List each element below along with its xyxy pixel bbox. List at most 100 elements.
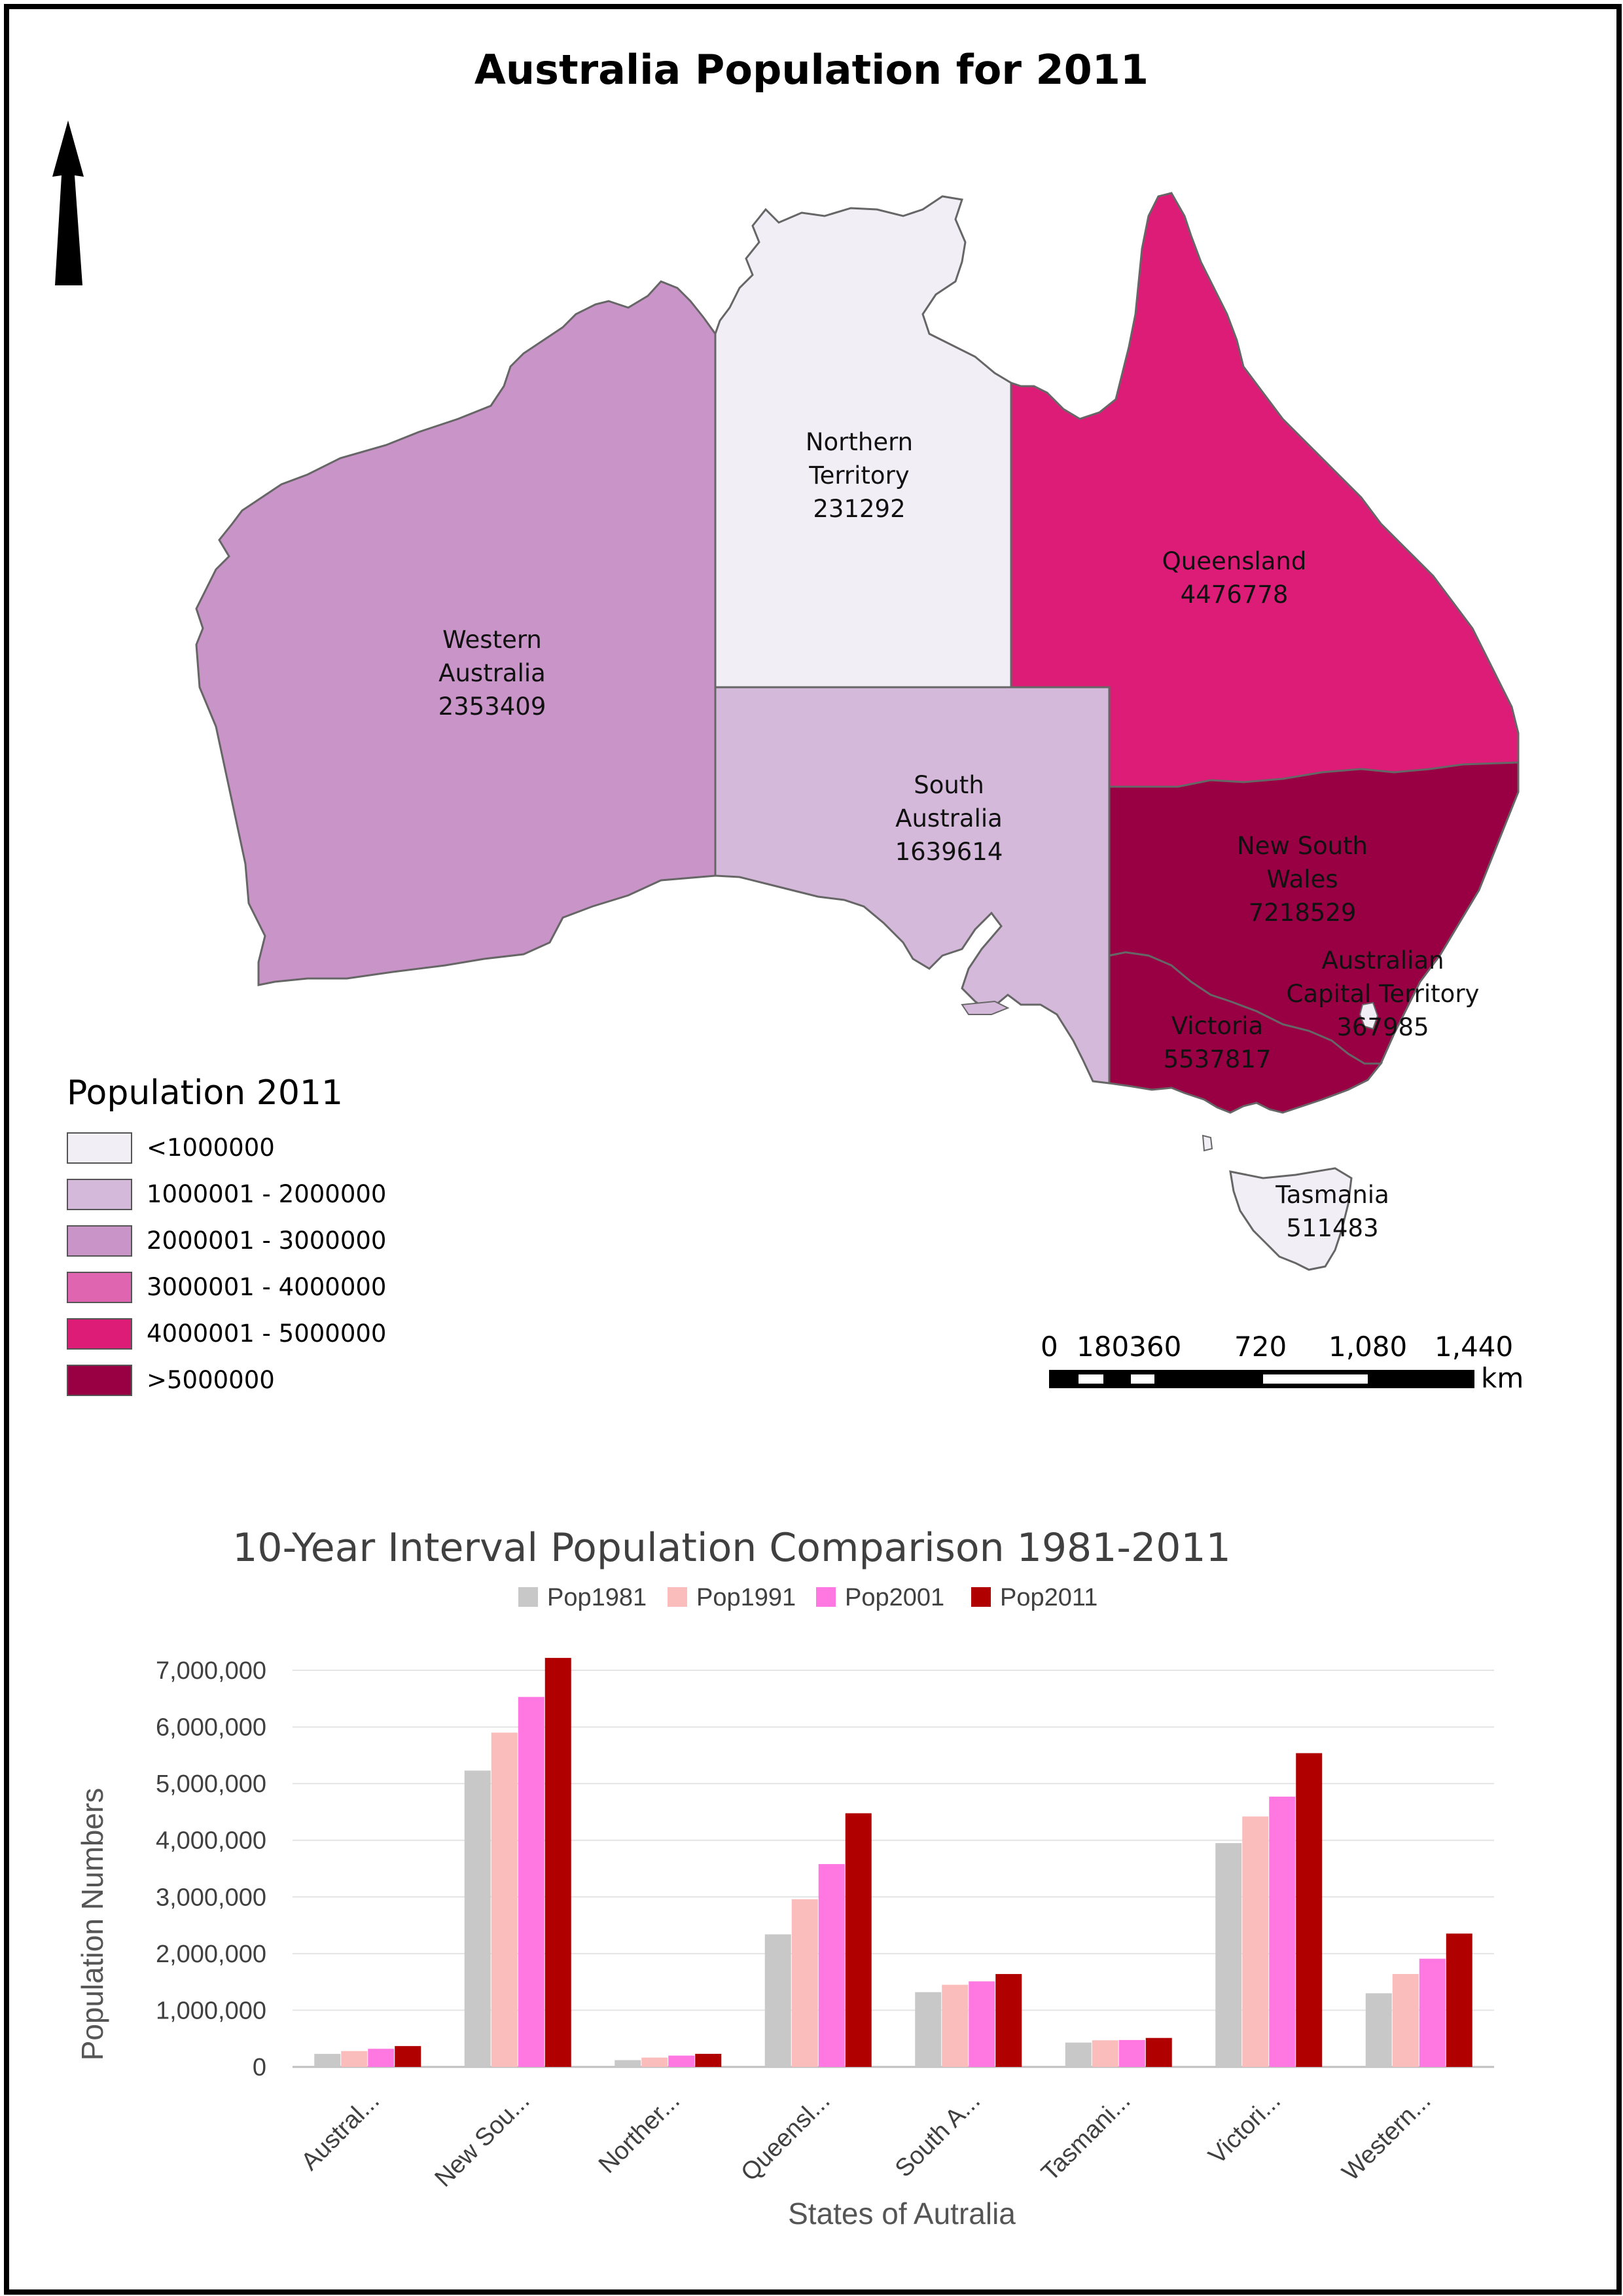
legend-swatch <box>67 1132 132 1164</box>
state-south-australia[interactable] <box>714 686 1111 1085</box>
scale-bar-segment <box>1131 1374 1154 1384</box>
state-label: Northern Territory 231292 <box>806 428 913 523</box>
population-bar-chart: 10-Year Interval Population Comparison 1… <box>75 1525 1494 2231</box>
state-label: Victoria 5537817 <box>1164 1012 1272 1073</box>
map-legend: Population 2011 <1000000 1000001 - 20000… <box>67 1073 386 1403</box>
chart-legend-label: Pop1981 <box>547 1584 647 1611</box>
legend-swatch <box>67 1318 132 1350</box>
bar-pop2011 <box>695 2053 722 2067</box>
legend-title: Population 2011 <box>67 1073 344 1113</box>
scale-unit: km <box>1481 1362 1524 1394</box>
state-label-line: Northern <box>806 428 913 456</box>
state-label-line: 1639614 <box>895 838 1003 866</box>
y-tick-label: 4,000,000 <box>156 1827 266 1855</box>
bar-pop1991 <box>1242 1816 1269 2067</box>
legend-swatch <box>67 1178 132 1210</box>
legend-item: 4000001 - 5000000 <box>67 1310 386 1357</box>
x-tick-label: New Sou... <box>429 2087 535 2193</box>
chart-x-axis: Austral... New Sou... Norther... Queensl...… <box>296 2087 1436 2193</box>
scale-bar-body <box>1049 1370 1474 1388</box>
state-label: Australian Capital Territory 367985 <box>1287 946 1480 1041</box>
bar-pop1991 <box>942 1984 969 2067</box>
legend-item: <1000000 <box>67 1124 386 1171</box>
state-australian-capital-territory[interactable] <box>1359 1001 1379 1030</box>
x-axis-label: States of Autralia <box>788 2197 1016 2231</box>
legend-swatch <box>67 1271 132 1303</box>
chart-legend-swatch <box>668 1587 687 1607</box>
y-tick-label: 0 <box>253 2054 266 2081</box>
legend-item: >5000000 <box>67 1357 386 1403</box>
x-tick-label: Victori... <box>1204 2087 1286 2170</box>
bar-pop2001 <box>518 1696 544 2067</box>
x-tick-label: Tasmani... <box>1036 2087 1135 2187</box>
legend-label: 2000001 - 3000000 <box>147 1227 387 1255</box>
state-label: Western Australia 2353409 <box>438 626 546 721</box>
state-label-line: 367985 <box>1336 1013 1429 1041</box>
state-label-line: 7218529 <box>1249 899 1357 927</box>
legend-label: <1000000 <box>147 1134 275 1162</box>
bar-pop2011 <box>1296 1753 1323 2067</box>
y-tick-label: 7,000,000 <box>156 1657 266 1685</box>
legend-item: 3000001 - 4000000 <box>67 1264 386 1310</box>
legend-label: 4000001 - 5000000 <box>147 1319 387 1348</box>
kangaroo-island <box>961 1000 1010 1015</box>
bar-pop1991 <box>341 2051 368 2067</box>
bar-pop1991 <box>1092 2040 1118 2067</box>
chart-legend-swatch <box>971 1587 991 1607</box>
chart-legend-swatch <box>816 1587 836 1607</box>
bar-pop1981 <box>1365 1993 1392 2067</box>
y-axis-label: Population Numbers <box>75 1788 109 2061</box>
scale-tick-720: 720 <box>1234 1331 1287 1363</box>
state-label-line: Tasmania <box>1275 1181 1389 1209</box>
state-label-line: Capital Territory <box>1287 980 1480 1008</box>
chart-legend-label: Pop1991 <box>696 1584 796 1611</box>
legend-label: 1000001 - 2000000 <box>147 1180 387 1208</box>
state-label-line: 4476778 <box>1181 581 1289 609</box>
bar-pop1991 <box>641 2057 668 2067</box>
bar-pop1981 <box>1065 2042 1092 2067</box>
x-tick-label: South A... <box>890 2087 986 2183</box>
scale-bar-segment <box>1263 1374 1368 1384</box>
chart-legend-label: Pop2001 <box>845 1584 944 1611</box>
king-island <box>1202 1134 1213 1152</box>
bar-pop2011 <box>544 1658 571 2067</box>
bar-pop1991 <box>791 1899 818 2067</box>
page-frame <box>4 4 1622 2295</box>
bar-pop1981 <box>464 1770 491 2067</box>
bar-pop1991 <box>1392 1974 1419 2067</box>
state-label: South Australia 1639614 <box>895 771 1003 866</box>
bar-pop2011 <box>1446 1933 1472 2067</box>
state-western-australia[interactable] <box>195 280 717 986</box>
bar-pop2011 <box>1145 2037 1172 2067</box>
bar-pop2011 <box>395 2046 421 2067</box>
north-arrow-icon <box>52 120 84 285</box>
bar-pop2001 <box>1269 1797 1296 2067</box>
y-tick-label: 5,000,000 <box>156 1770 266 1798</box>
state-tasmania[interactable] <box>1229 1167 1353 1271</box>
bar-pop2001 <box>969 1981 995 2067</box>
x-tick-label: Queensl... <box>736 2087 835 2187</box>
state-label-line: Wales <box>1266 865 1338 893</box>
scale-tick-1440: 1,440 <box>1435 1331 1513 1363</box>
bar-pop2001 <box>368 2049 395 2067</box>
legend-label: 3000001 - 4000000 <box>147 1273 387 1301</box>
state-label-line: New South <box>1237 832 1368 860</box>
state-victoria[interactable] <box>1108 951 1383 1114</box>
state-labels: Western Australia 2353409 Northern Territory… <box>438 428 1480 1242</box>
chart-legend-label: Pop2011 <box>1000 1584 1097 1611</box>
state-label-line: Australia <box>895 804 1003 833</box>
chart-y-axis: 0 1,000,000 2,000,000 3,000,000 4,000,000 5,0… <box>156 1657 266 2081</box>
x-tick-label: Norther... <box>594 2087 685 2179</box>
y-tick-label: 1,000,000 <box>156 1997 266 2024</box>
state-label-line: Territory <box>808 461 909 490</box>
scale-bar-segment <box>1079 1374 1103 1384</box>
bar-pop1981 <box>915 1992 942 2067</box>
state-label: Queensland 4476778 <box>1162 547 1307 609</box>
state-northern-territory[interactable] <box>714 195 1012 689</box>
state-label-line: Australia <box>438 659 546 687</box>
bar-pop2001 <box>1118 2039 1145 2067</box>
bar-pop1981 <box>764 1934 791 2067</box>
bar-pop2001 <box>668 2055 695 2067</box>
state-label: Tasmania 511483 <box>1275 1181 1389 1242</box>
